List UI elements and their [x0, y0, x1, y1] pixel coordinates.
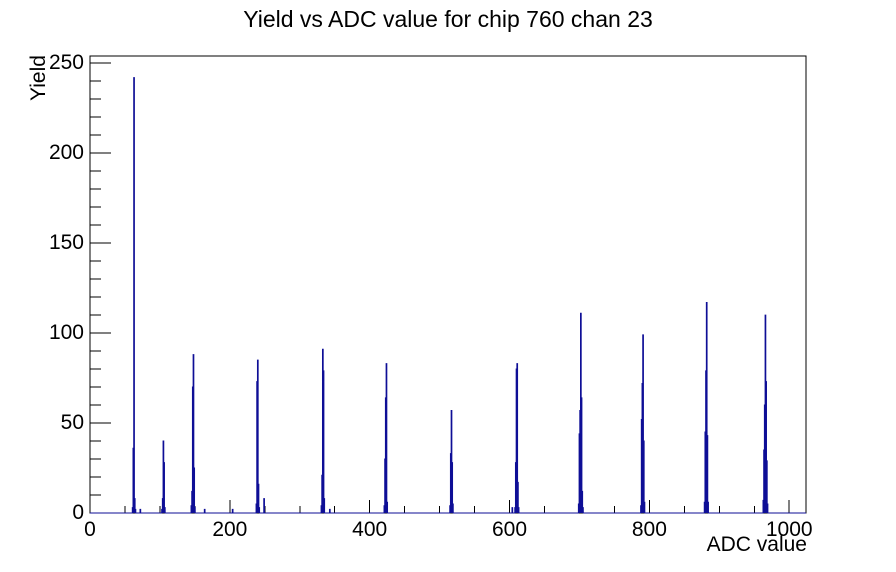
y-tick-label: 150: [48, 231, 84, 255]
x-tick-label: 800: [631, 518, 667, 541]
y-tick-label: 250: [48, 51, 84, 75]
y-tick-label: 100: [48, 321, 84, 345]
x-tick-label: 200: [212, 518, 248, 541]
plot-frame: [89, 55, 807, 514]
chart-title: Yield vs ADC value for chip 760 chan 23: [243, 6, 653, 32]
x-axis-title: ADC value: [706, 533, 807, 556]
y-tick-label: 50: [60, 411, 84, 435]
y-axis-title: Yield: [27, 55, 50, 101]
x-tick-label: 0: [84, 518, 96, 541]
x-tick-label: 600: [492, 518, 528, 541]
x-tick-label: 1000: [765, 518, 813, 541]
x-tick-label: 400: [352, 518, 388, 541]
yield-histogram-series: [90, 77, 806, 514]
y-tick-label: 200: [48, 141, 84, 165]
y-tick-label: 0: [72, 501, 84, 524]
